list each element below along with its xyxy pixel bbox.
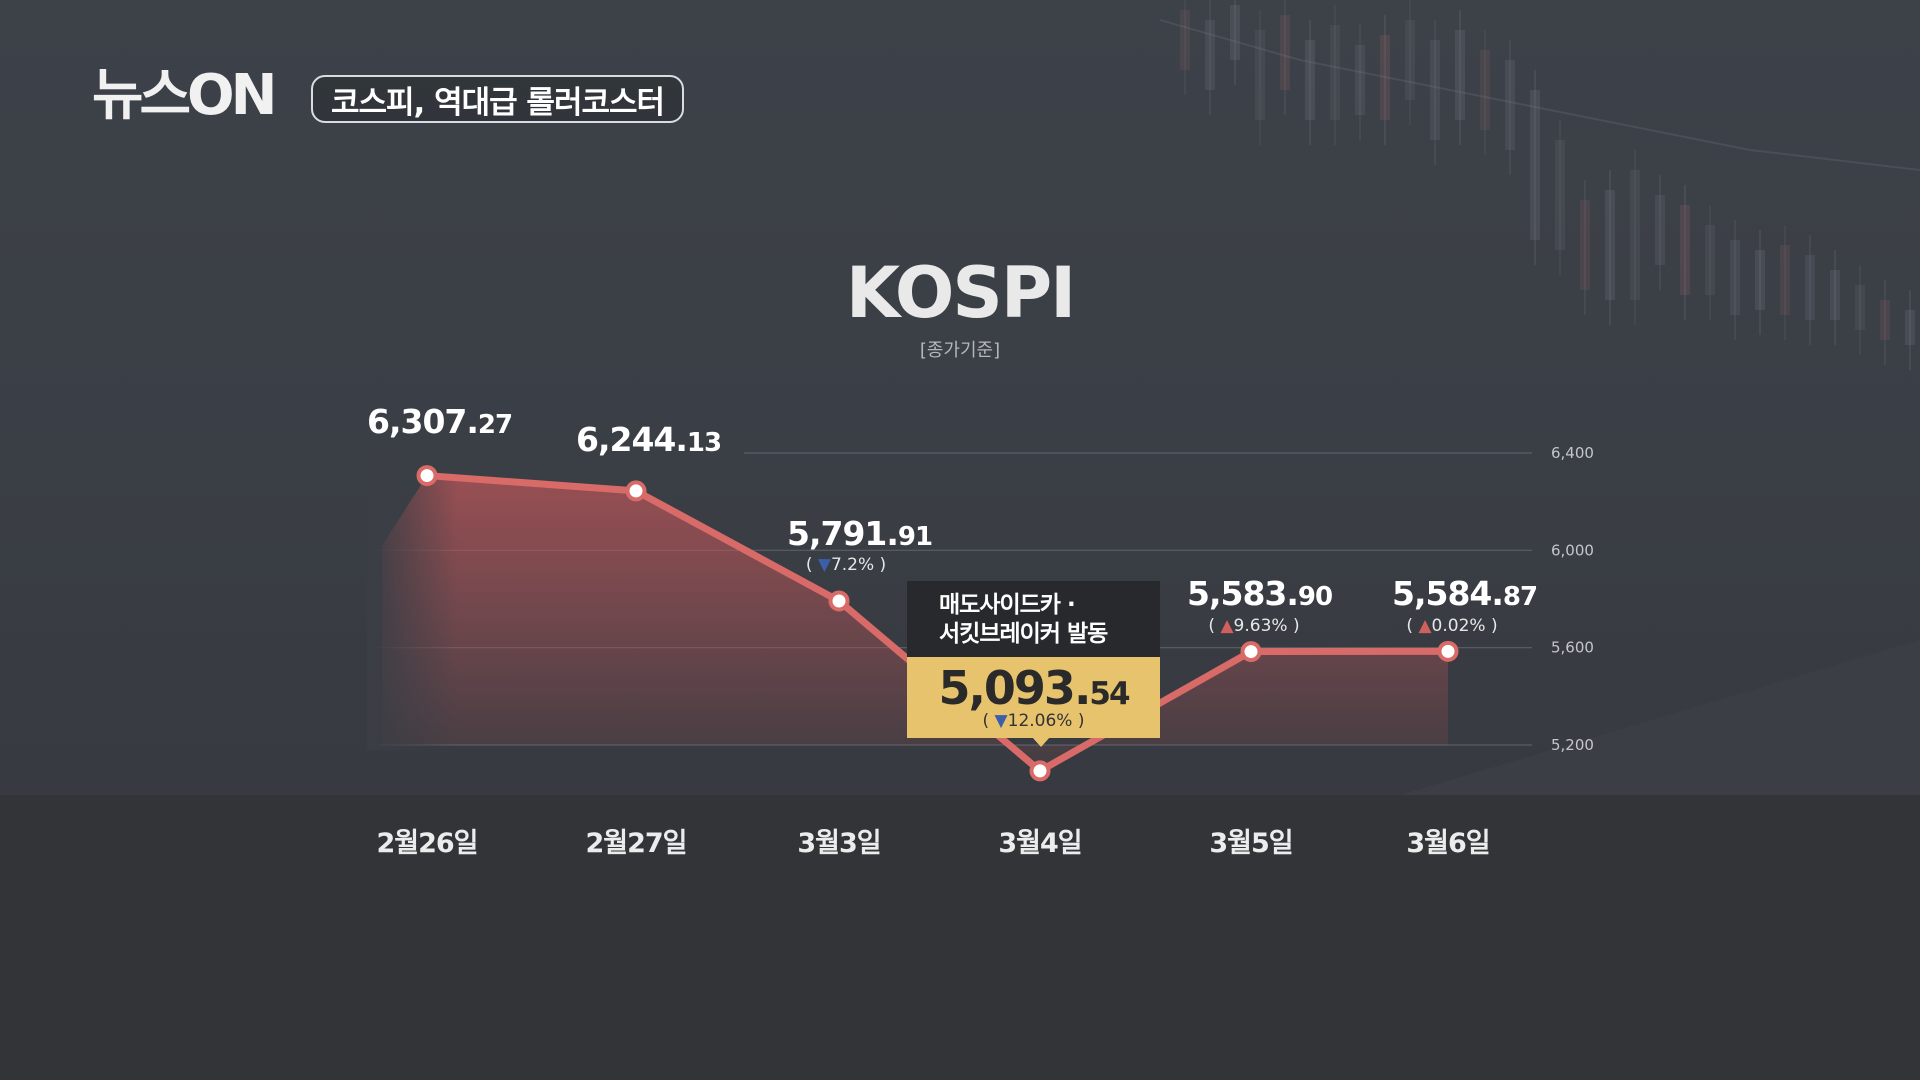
y-tick-label: 5,600 <box>1551 639 1594 657</box>
data-point-2월27일 <box>625 480 647 502</box>
callout-value-dec: 54 <box>1089 676 1130 712</box>
background-candle <box>1855 285 1865 330</box>
background-candle <box>1405 20 1415 100</box>
callout-paren-close: ) <box>1077 711 1085 731</box>
annotation-callout-header: 매도사이드카 · 서킷브레이커 발동 <box>907 581 1160 657</box>
callout-change-text: 12.06% <box>1007 711 1073 731</box>
chart-title: KOSPI <box>845 252 1076 334</box>
callout-pointer <box>1032 737 1050 747</box>
area-fade <box>367 450 457 750</box>
data-point-2월26일 <box>416 465 438 487</box>
annotation-line-1: 매도사이드카 · <box>939 592 1076 618</box>
callout-value: 5,093.54 <box>907 661 1160 715</box>
background-candle <box>1205 20 1215 90</box>
background-trend-line <box>1159 19 1920 171</box>
background-candle <box>1905 310 1915 345</box>
callout-value-int: 5,093. <box>938 661 1091 715</box>
background-candle <box>1755 250 1765 310</box>
background-candle <box>1505 60 1515 150</box>
annotation-line-2: 서킷브레이커 발동 <box>939 621 1108 647</box>
background-candle <box>1780 245 1790 315</box>
x-category-label: 3월5일 <box>1209 828 1292 859</box>
background-candle <box>1605 190 1615 300</box>
background-candle <box>1255 30 1265 120</box>
down-triangle-icon: ▼ <box>994 711 1008 731</box>
data-point-3월6일 <box>1437 640 1459 662</box>
background-candle <box>1705 225 1715 295</box>
y-tick-label: 6,400 <box>1551 444 1594 462</box>
data-label-3월3일: 5,791.91 <box>787 514 932 553</box>
background-candle <box>1330 25 1340 120</box>
x-category-label: 3월3일 <box>797 828 880 859</box>
background-candle <box>1580 200 1590 290</box>
background-candle <box>1230 5 1240 60</box>
background-candle <box>1555 140 1565 250</box>
background-candle <box>1305 40 1315 120</box>
data-label-2월27일: 6,244.13 <box>576 420 721 459</box>
background-candle <box>1805 255 1815 320</box>
data-point-3월4일 <box>1029 760 1051 782</box>
data-label-2월26일: 6,307.27 <box>367 402 512 441</box>
annotation-callout-value-box: 5,093.54 ( ▼12.06% ) <box>907 657 1160 738</box>
change-label-3월5일: ( ▲9.63% ) <box>1208 616 1299 636</box>
headline-pill: 코스피, 역대급 롤러코스터 <box>311 75 684 123</box>
background-candle <box>1655 195 1665 265</box>
y-tick-label: 6,000 <box>1551 541 1594 559</box>
background-candle <box>1480 50 1490 130</box>
background-candle <box>1530 90 1540 240</box>
chart-subtitle: [종가기준] <box>919 340 1001 361</box>
background-candle <box>1280 15 1290 90</box>
data-label-3월6일: 5,584.87 <box>1392 574 1537 613</box>
x-category-label: 2월27일 <box>585 828 686 859</box>
background-candle <box>1830 270 1840 320</box>
y-tick-label: 5,200 <box>1551 736 1594 754</box>
data-label-3월5일: 5,583.90 <box>1187 574 1332 613</box>
callout-paren-open: ( <box>982 711 990 731</box>
background-candle <box>1380 35 1390 120</box>
background-candle <box>1630 170 1640 300</box>
data-point-3월3일 <box>828 590 850 612</box>
logo-text: 뉴스ON <box>92 63 278 128</box>
area-fill <box>382 475 1448 771</box>
x-category-label: 3월4일 <box>998 828 1081 859</box>
background-candle <box>1355 45 1365 115</box>
change-label-3월6일: ( ▲0.02% ) <box>1406 616 1497 636</box>
background-candle <box>1880 300 1890 340</box>
data-point-3월5일 <box>1240 641 1262 663</box>
background-candle <box>1455 30 1465 120</box>
callout-change: ( ▼12.06% ) <box>907 711 1160 731</box>
background-candle <box>1430 40 1440 140</box>
x-category-label: 2월26일 <box>376 828 477 859</box>
background-candlestick-pattern <box>1159 0 1920 795</box>
background-shade <box>1400 640 1920 795</box>
news-on-logo: 뉴스ON <box>92 63 278 128</box>
x-category-label: 3월6일 <box>1406 828 1489 859</box>
change-label-3월3일: ( ▼7.2% ) <box>806 555 886 575</box>
background-candle <box>1180 10 1190 70</box>
background-candle <box>1680 205 1690 295</box>
background-candle <box>1730 240 1740 315</box>
category-band <box>0 795 1920 1080</box>
